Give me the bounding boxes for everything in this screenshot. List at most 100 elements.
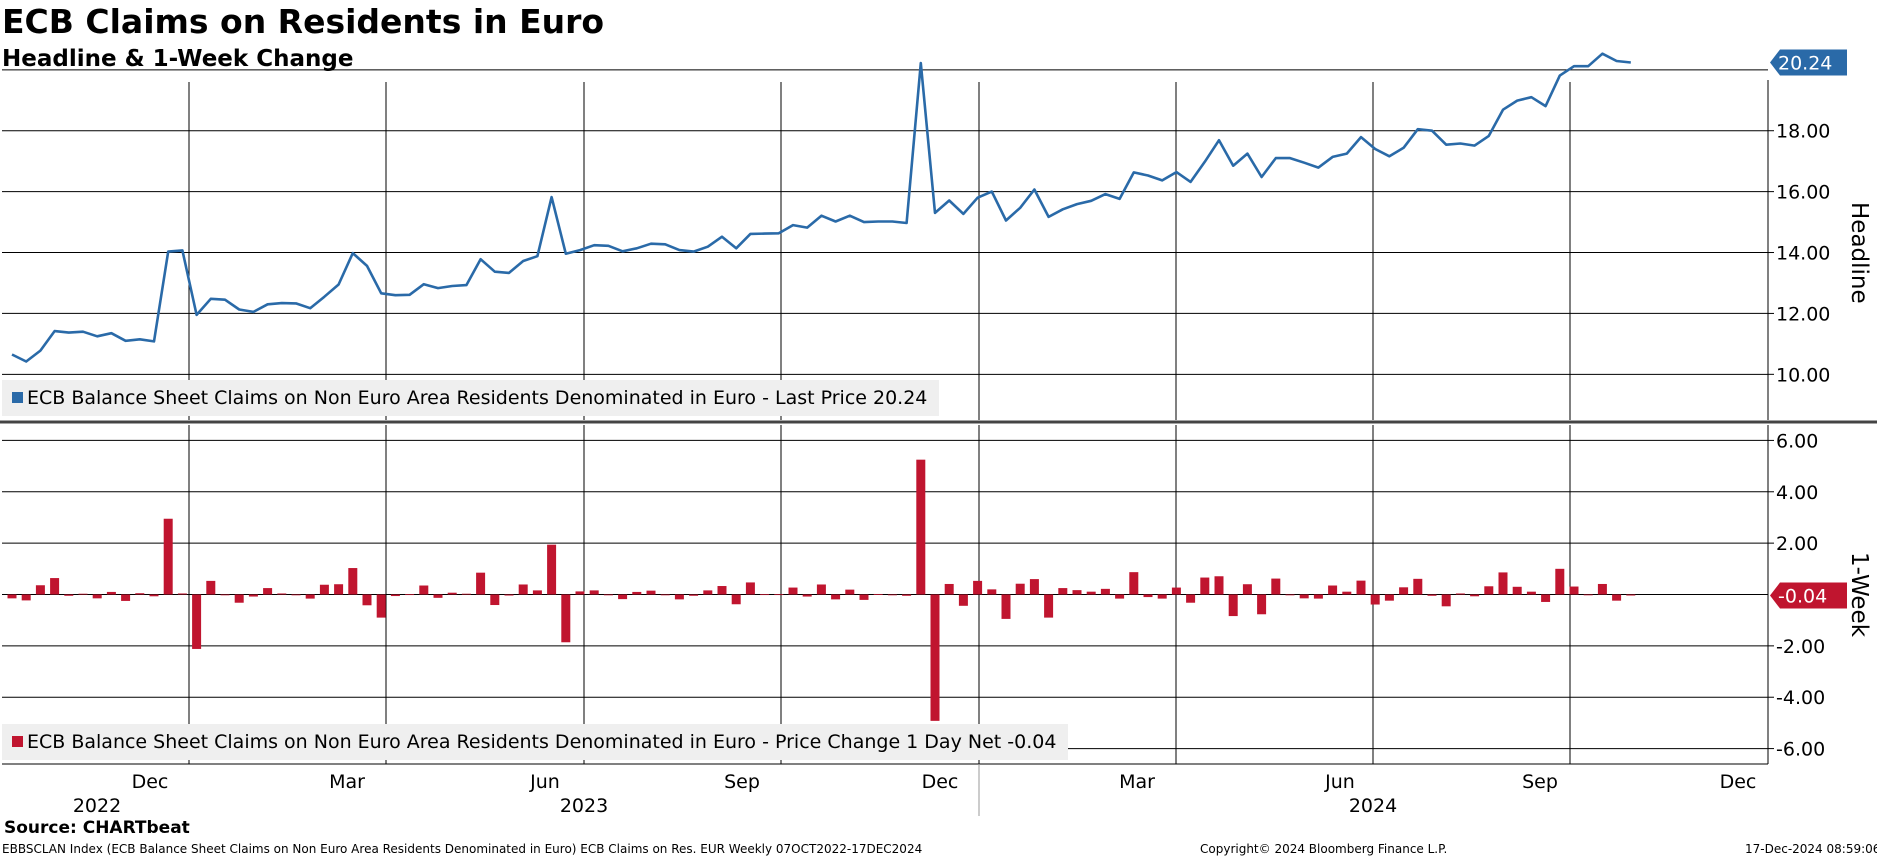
bar-54 — [774, 594, 784, 596]
bar-39 — [561, 594, 571, 643]
bar-91 — [1299, 594, 1309, 599]
legend-headline: ECB Balance Sheet Claims on Non Euro Are… — [2, 380, 940, 416]
bar-4 — [64, 594, 74, 596]
bar-21 — [305, 594, 315, 599]
bar-84 — [1200, 577, 1210, 595]
bar-10 — [149, 594, 159, 597]
bar-66 — [944, 583, 954, 595]
bar-5 — [78, 593, 88, 595]
bar-1 — [21, 594, 31, 601]
bar-9 — [135, 593, 145, 595]
bar-107 — [1526, 591, 1536, 595]
xtick-label-7: Sep — [1522, 771, 1558, 793]
year-label-2: 2024 — [1349, 795, 1397, 817]
bar-60 — [859, 594, 869, 600]
bar-31 — [447, 592, 457, 595]
ytick-label-1-week-1: 4.00 — [1776, 482, 1818, 504]
legend-headline-text: ECB Balance Sheet Claims on Non Euro Are… — [27, 387, 928, 409]
axes — [0, 80, 1877, 816]
ytick-label-1-week-5: -6.00 — [1776, 739, 1825, 761]
xtick-label-1: Mar — [329, 771, 365, 793]
bar-17 — [248, 594, 258, 597]
bar-43 — [618, 594, 628, 600]
bar-23 — [334, 584, 344, 595]
bar-74 — [1058, 588, 1068, 595]
bar-58 — [831, 594, 841, 600]
xtick-label-4: Dec — [922, 771, 959, 793]
bar-27 — [390, 594, 400, 597]
bar-86 — [1228, 594, 1238, 617]
bar-26 — [376, 594, 386, 618]
bar-40 — [575, 591, 585, 595]
y-axis-label-headline: Headline — [1846, 202, 1872, 304]
bar-49 — [703, 590, 713, 595]
y-axis-label-1-week: 1-Week — [1846, 552, 1872, 638]
bar-88 — [1257, 594, 1267, 615]
bar-75 — [1072, 590, 1082, 595]
bar-30 — [433, 594, 443, 598]
bar-100 — [1427, 594, 1437, 596]
bar-80 — [1143, 594, 1153, 598]
bar-11 — [163, 518, 173, 595]
grid-lines — [2, 69, 1768, 764]
bar-56 — [802, 594, 812, 597]
xtick-label-0: Dec — [132, 771, 169, 793]
callout-headline-box — [1770, 49, 1847, 76]
bar-114 — [1626, 594, 1636, 596]
bar-103 — [1470, 594, 1480, 597]
callout-1-week: -0.04 — [1770, 582, 1847, 609]
bar-112 — [1597, 583, 1607, 595]
bar-101 — [1441, 594, 1451, 607]
bar-82 — [1171, 587, 1181, 595]
bar-99 — [1413, 578, 1423, 595]
bar-35 — [504, 594, 514, 596]
bar-34 — [490, 594, 500, 606]
bar-47 — [674, 594, 684, 600]
chart-subtitle: Headline & 1-Week Change — [2, 46, 354, 72]
bar-38 — [547, 544, 557, 595]
source-label: Source: CHARTbeat — [4, 818, 190, 838]
bar-113 — [1612, 594, 1622, 601]
bar-106 — [1512, 586, 1522, 595]
bar-series-1-week — [7, 459, 1636, 721]
bar-81 — [1157, 594, 1167, 599]
bar-69 — [987, 589, 997, 595]
footer-date: 17-Dec-2024 08:59:06 — [1745, 842, 1877, 856]
bar-2 — [35, 585, 45, 595]
bar-37 — [532, 590, 542, 595]
xtick-label-2: Jun — [529, 771, 560, 793]
bar-6 — [92, 594, 102, 599]
bar-46 — [660, 594, 670, 596]
bar-102 — [1455, 593, 1465, 595]
bar-59 — [845, 589, 855, 595]
bar-71 — [1015, 583, 1025, 595]
legend-1-week-text: ECB Balance Sheet Claims on Non Euro Are… — [27, 731, 1057, 753]
callout-1-week-text: -0.04 — [1778, 586, 1827, 608]
bar-79 — [1129, 572, 1139, 595]
bar-48 — [689, 594, 699, 596]
bar-15 — [220, 594, 230, 596]
bar-104 — [1484, 586, 1494, 595]
ytick-label-1-week-2: 2.00 — [1776, 533, 1818, 555]
bar-36 — [518, 584, 528, 595]
bar-78 — [1115, 594, 1125, 599]
bar-20 — [291, 594, 301, 596]
bar-92 — [1313, 594, 1323, 599]
bar-52 — [745, 582, 755, 595]
legend-swatch-blue — [12, 392, 23, 403]
bar-97 — [1384, 594, 1394, 601]
bar-24 — [348, 568, 358, 595]
footer-description: EBBSCLAN Index (ECB Balance Sheet Claims… — [2, 842, 923, 856]
bar-63 — [902, 594, 912, 596]
bar-7 — [106, 591, 116, 595]
ytick-label-1-week-3: -2.00 — [1776, 636, 1825, 658]
bar-70 — [1001, 594, 1011, 619]
bar-64 — [916, 459, 926, 595]
bar-73 — [1044, 594, 1054, 618]
ytick-label-headline-1: 12.00 — [1776, 303, 1830, 325]
bar-111 — [1583, 594, 1593, 596]
callout-1-week-box — [1770, 582, 1847, 609]
last-value-callouts: 20.24 -0.04 — [1770, 49, 1847, 609]
ytick-label-headline-0: 10.00 — [1776, 364, 1830, 386]
